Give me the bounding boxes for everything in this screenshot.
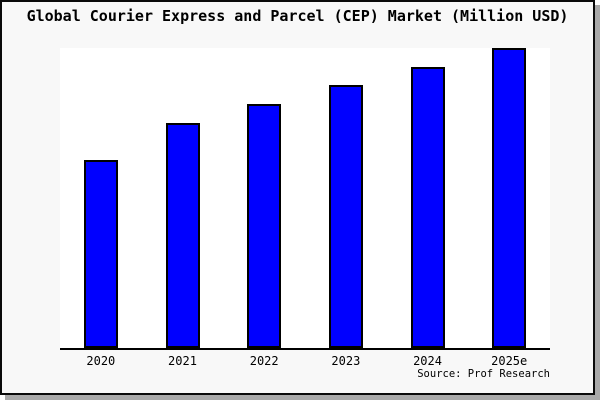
x-axis-labels: 2020 2021 2022 2023 2024 2025e [60, 354, 550, 368]
bar-2022 [247, 104, 282, 348]
x-tick-label-2024: 2024 [413, 354, 442, 368]
plot-area [60, 48, 550, 350]
x-tick-label-2023: 2023 [331, 354, 361, 368]
x-tick-label-2020: 2020 [86, 354, 116, 368]
bar-2023 [328, 85, 363, 348]
chart-title: Global Courier Express and Parcel (CEP) … [26, 7, 569, 25]
bar-slot-2025e [468, 48, 550, 348]
x-tick-label-2021: 2021 [168, 354, 197, 368]
source-annotation: Source: Prof Research [417, 368, 550, 380]
bar-slot-2022 [223, 48, 305, 348]
bar-slot-2021 [142, 48, 224, 348]
bar-2020 [83, 160, 118, 348]
bar-slot-2023 [305, 48, 387, 348]
chart-frame: Global Courier Express and Parcel (CEP) … [0, 0, 595, 395]
x-tick-label-2025e: 2025e [491, 354, 528, 368]
bar-2024 [410, 67, 445, 348]
x-tick-label-2022: 2022 [249, 354, 279, 368]
bar-2021 [165, 123, 200, 348]
bar-slot-2020 [60, 48, 142, 348]
bar-slot-2024 [387, 48, 469, 348]
bars [60, 48, 550, 348]
bar-2025e [492, 48, 527, 348]
